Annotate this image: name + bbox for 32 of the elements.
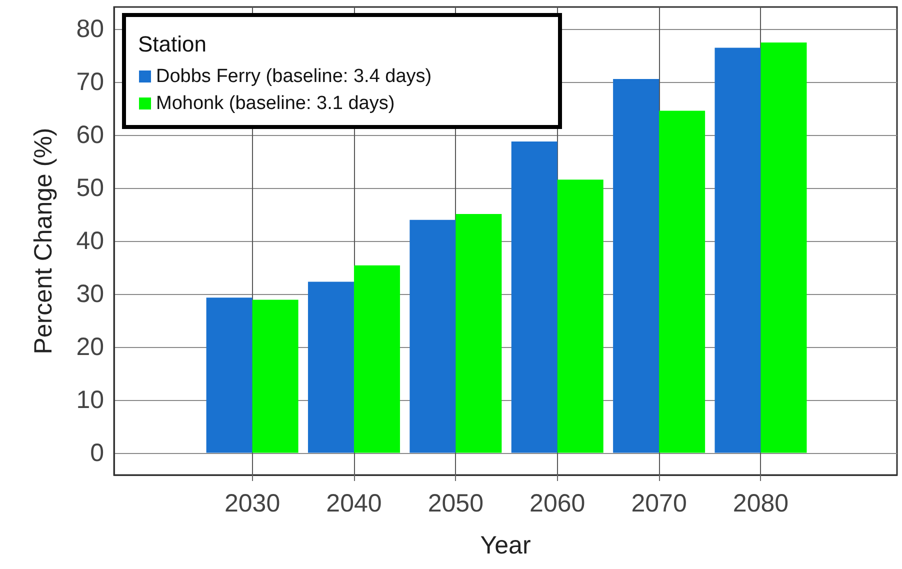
legend-label: Dobbs Ferry (baseline: 3.4 days) [156, 66, 432, 87]
y-tick-label: 20 [76, 332, 104, 361]
bar [252, 300, 298, 453]
bar [410, 220, 456, 453]
bar [354, 265, 400, 453]
bar [659, 110, 706, 453]
legend-label: Mohonk (baseline: 3.1 days) [156, 93, 395, 114]
y-tick-label: 30 [76, 280, 104, 308]
bar [308, 282, 354, 453]
bar [613, 79, 660, 453]
y-tick-label: 70 [76, 68, 104, 96]
x-tick-label: 2040 [326, 490, 382, 518]
y-tick-label: 40 [76, 227, 104, 255]
y-tick-label: 80 [76, 15, 104, 44]
bar [456, 214, 502, 453]
y-tick-label: 10 [76, 386, 104, 414]
bar [511, 141, 558, 453]
y-axis-title: Percent Change (%) [30, 128, 58, 354]
y-tick-label: 0 [90, 438, 104, 467]
x-tick-label: 2060 [530, 490, 586, 518]
bar [714, 48, 761, 453]
bar [206, 298, 252, 453]
x-tick-label: 2030 [224, 490, 280, 518]
x-tick-label: 2070 [631, 490, 687, 518]
legend-title: Station [138, 32, 206, 56]
x-axis-title: Year [480, 532, 531, 560]
bar [760, 42, 807, 453]
x-tick-label: 2050 [428, 490, 484, 518]
y-tick-label: 50 [76, 174, 104, 202]
y-tick-label: 60 [76, 121, 104, 150]
bar [557, 180, 604, 453]
x-tick-label: 2080 [732, 490, 789, 518]
